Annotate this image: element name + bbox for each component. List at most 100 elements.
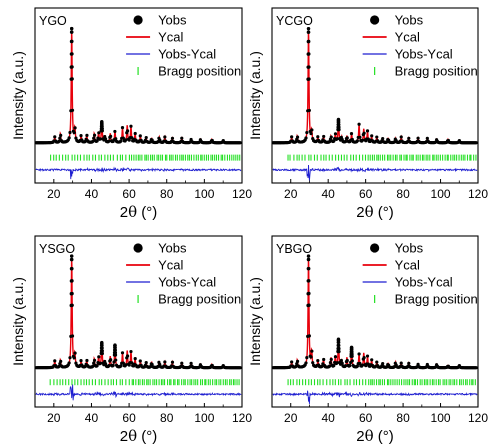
yobs-point xyxy=(138,359,142,363)
yobs-point xyxy=(322,134,326,139)
yobs-point xyxy=(133,357,137,361)
yobs-point xyxy=(67,136,71,140)
yobs-point xyxy=(79,133,83,138)
panel-ybgo: 20 40 60 80 100 120 YBGO Yobs Ycal Yobs-Ycal Bragg… xyxy=(247,235,488,444)
yobs-point xyxy=(70,108,75,112)
legend-label: Yobs-Ycal xyxy=(158,275,216,290)
yobs-point xyxy=(121,361,125,365)
yobs-ycal-curve xyxy=(35,166,242,180)
yobs-point xyxy=(365,129,370,133)
yobs-point xyxy=(70,26,74,31)
yobs-point xyxy=(307,303,311,307)
yobs-point xyxy=(365,354,370,358)
yobs-point xyxy=(344,139,348,144)
yobs-point xyxy=(306,257,311,262)
legend-label: Yobs xyxy=(395,241,424,256)
legend-dot-marker xyxy=(133,15,143,25)
yobs-point xyxy=(163,135,167,139)
yobs-point xyxy=(189,361,193,365)
legend-label: Bragg position xyxy=(395,292,478,307)
x-tick-label: 120 xyxy=(468,187,488,201)
yobs-point xyxy=(113,129,117,134)
yobs-point xyxy=(399,361,403,365)
yobs-point xyxy=(119,364,123,368)
yobs-point xyxy=(70,65,74,69)
yobs-point xyxy=(344,364,348,368)
yobs-point xyxy=(91,364,95,368)
legend-label: Bragg position xyxy=(158,64,241,79)
panel-frame xyxy=(34,235,243,408)
yobs-point xyxy=(92,358,97,362)
panel-label: YGO xyxy=(39,14,67,28)
yobs-point xyxy=(407,136,411,140)
yobs-point xyxy=(305,130,309,135)
yobs-point xyxy=(100,129,104,133)
yobs-point xyxy=(120,351,125,355)
yobs-point xyxy=(345,136,349,140)
legend: Yobs Ycal Yobs-Ycal Bragg position xyxy=(126,13,241,79)
yobs-point xyxy=(107,139,111,143)
yobs-point xyxy=(336,340,341,345)
yobs-point xyxy=(113,348,117,352)
yobs-point xyxy=(68,130,72,135)
yobs-point xyxy=(73,351,77,355)
panel-ygo: 20 40 60 80 100 120 YGO Yobs Ycal Yobs-Ycal Bragg … xyxy=(10,7,252,221)
legend-dot-marker xyxy=(370,243,380,253)
yobs-point xyxy=(333,355,338,359)
x-tick-label: 100 xyxy=(194,411,214,425)
x-tick-label: 60 xyxy=(359,411,373,425)
yobs-point xyxy=(416,136,420,140)
yobs-point xyxy=(103,137,108,141)
yobs-point xyxy=(332,364,336,368)
x-tick-label: 20 xyxy=(47,411,61,425)
yobs-point xyxy=(127,138,131,142)
yobs-point xyxy=(305,356,309,360)
x-tick-label: 40 xyxy=(85,411,99,425)
yobs-point xyxy=(307,77,311,81)
yobs-point xyxy=(306,30,311,34)
yobs-point xyxy=(100,351,104,356)
yobs-point xyxy=(72,131,76,135)
yobs-point xyxy=(295,135,300,139)
x-axis-label-prefix: 2 xyxy=(120,204,128,221)
yobs-point xyxy=(350,354,354,358)
legend-dot-marker xyxy=(370,15,380,25)
legend-label: Bragg position xyxy=(395,64,478,79)
yobs-point xyxy=(70,254,74,258)
yobs-point xyxy=(304,361,308,365)
yobs-point xyxy=(295,362,299,366)
yobs-point xyxy=(57,364,61,369)
panel-frame xyxy=(34,7,243,184)
yobs-point xyxy=(358,135,362,139)
y-axis-label: Intensity (a.u.) xyxy=(10,277,26,366)
x-tick-label: 60 xyxy=(122,187,136,201)
bragg-ticks xyxy=(49,379,240,386)
yobs-point xyxy=(170,360,175,364)
yobs-points xyxy=(34,254,242,370)
y-axis-label: Intensity (a.u.) xyxy=(247,51,263,140)
yobs-point xyxy=(124,138,128,142)
yobs-point xyxy=(309,131,313,136)
panel-ysgo: 20 40 60 80 100 120 YSGO Yobs Ycal Yobs-Ycal Bragg… xyxy=(10,235,252,444)
bragg-ticks xyxy=(50,154,241,161)
x-axis-label-theta: θ xyxy=(128,203,137,221)
yobs-point xyxy=(59,133,63,137)
yobs-point xyxy=(362,131,366,135)
bragg-ticks xyxy=(287,154,477,161)
yobs-point xyxy=(129,124,133,128)
yobs-point xyxy=(85,133,89,137)
x-tick-label: 80 xyxy=(160,187,174,201)
yobs-ycal-curve xyxy=(35,384,242,401)
yobs-point xyxy=(370,134,374,138)
x-axis-label-theta: θ xyxy=(365,203,374,221)
yobs-point xyxy=(329,135,333,139)
yobs-point xyxy=(144,135,148,140)
yobs-point xyxy=(333,132,338,136)
yobs-point xyxy=(70,257,74,262)
yobs-point xyxy=(72,356,76,360)
x-axis-label-prefix: 2 xyxy=(120,428,128,444)
yobs-point xyxy=(381,136,385,141)
yobs-point xyxy=(407,361,411,365)
yobs-point xyxy=(310,128,314,132)
